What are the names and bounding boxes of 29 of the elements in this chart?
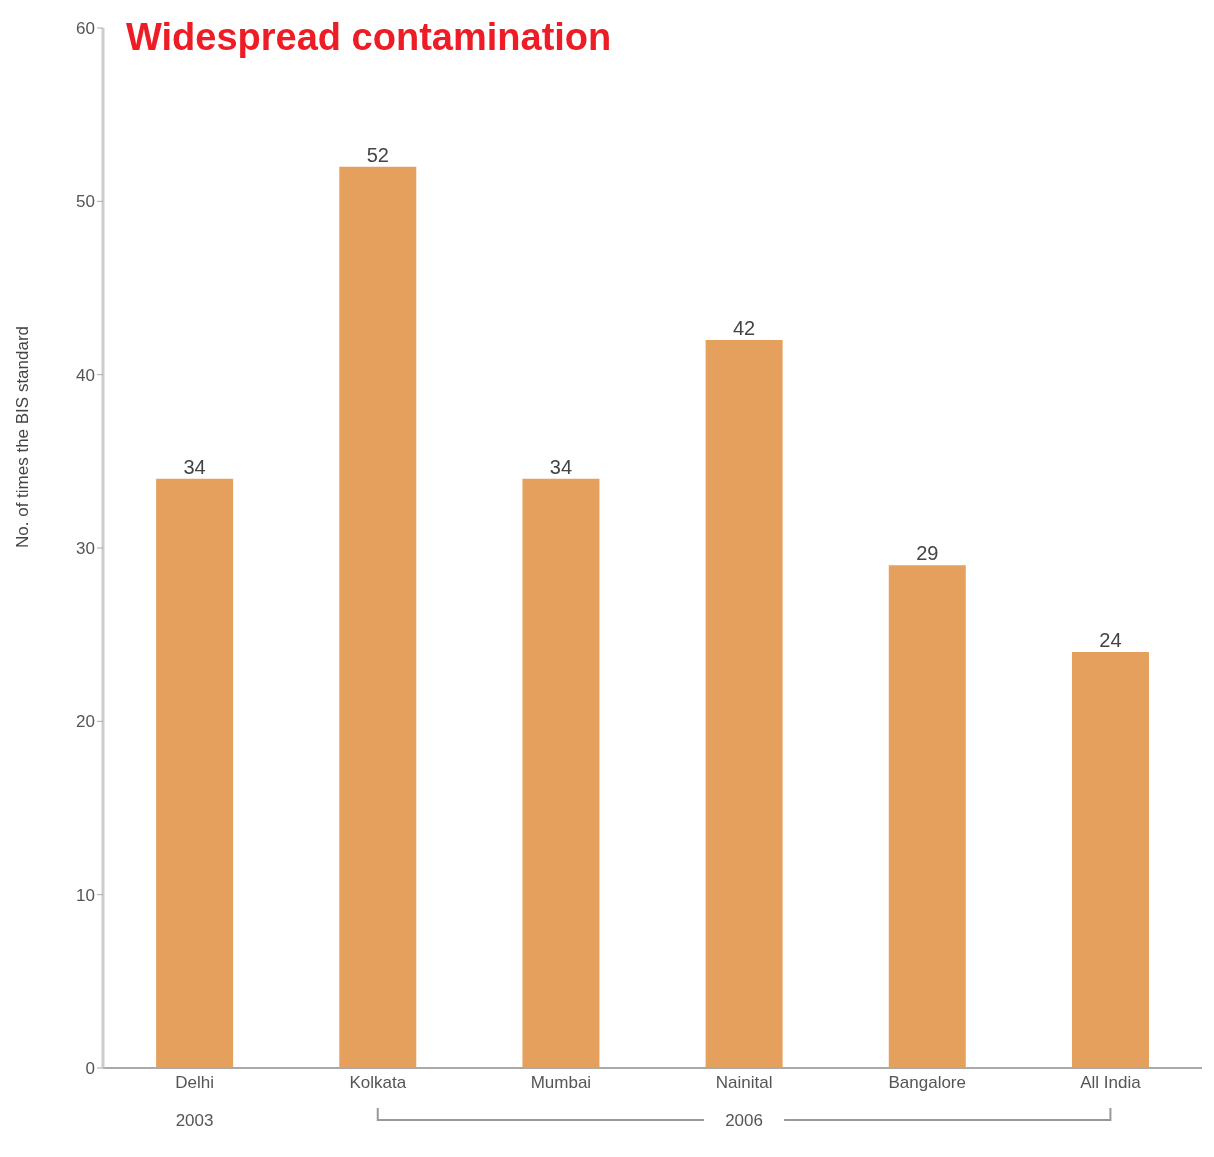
- y-tick-label: 0: [85, 1059, 95, 1079]
- y-axis-title: No. of times the BIS standard: [13, 325, 33, 548]
- data-label: 52: [366, 143, 389, 166]
- bar: [888, 565, 966, 1068]
- bar: [1071, 652, 1149, 1068]
- data-label: 42: [732, 317, 756, 339]
- bar: [522, 478, 600, 1068]
- data-label: 34: [183, 455, 206, 478]
- bar: [156, 478, 234, 1068]
- data-label: 34: [549, 455, 573, 478]
- data-label: 24: [1099, 629, 1122, 651]
- x-tick-label: Nainital: [715, 1073, 773, 1093]
- y-tick-label: 10: [76, 885, 95, 905]
- y-tick-label: 50: [76, 192, 95, 212]
- bar: [339, 166, 417, 1068]
- text: 2003: [175, 1111, 214, 1130]
- x-tick-label: Mumbai: [530, 1073, 592, 1093]
- y-tick-label: 60: [76, 19, 95, 39]
- chart-title: Widespread contamination: [126, 16, 612, 59]
- data-label: 29: [916, 542, 939, 565]
- x-tick-label: All India: [1080, 1073, 1142, 1093]
- y-tick-label: 20: [76, 712, 95, 732]
- x-tick-label: Delhi: [175, 1073, 214, 1093]
- bar: [705, 340, 783, 1068]
- x-tick-label: Bangalore: [888, 1073, 967, 1093]
- y-tick-label: 40: [76, 365, 95, 385]
- x-tick-label: Kolkata: [349, 1073, 407, 1093]
- text: 2006: [725, 1111, 763, 1130]
- y-tick-label: 30: [76, 539, 95, 559]
